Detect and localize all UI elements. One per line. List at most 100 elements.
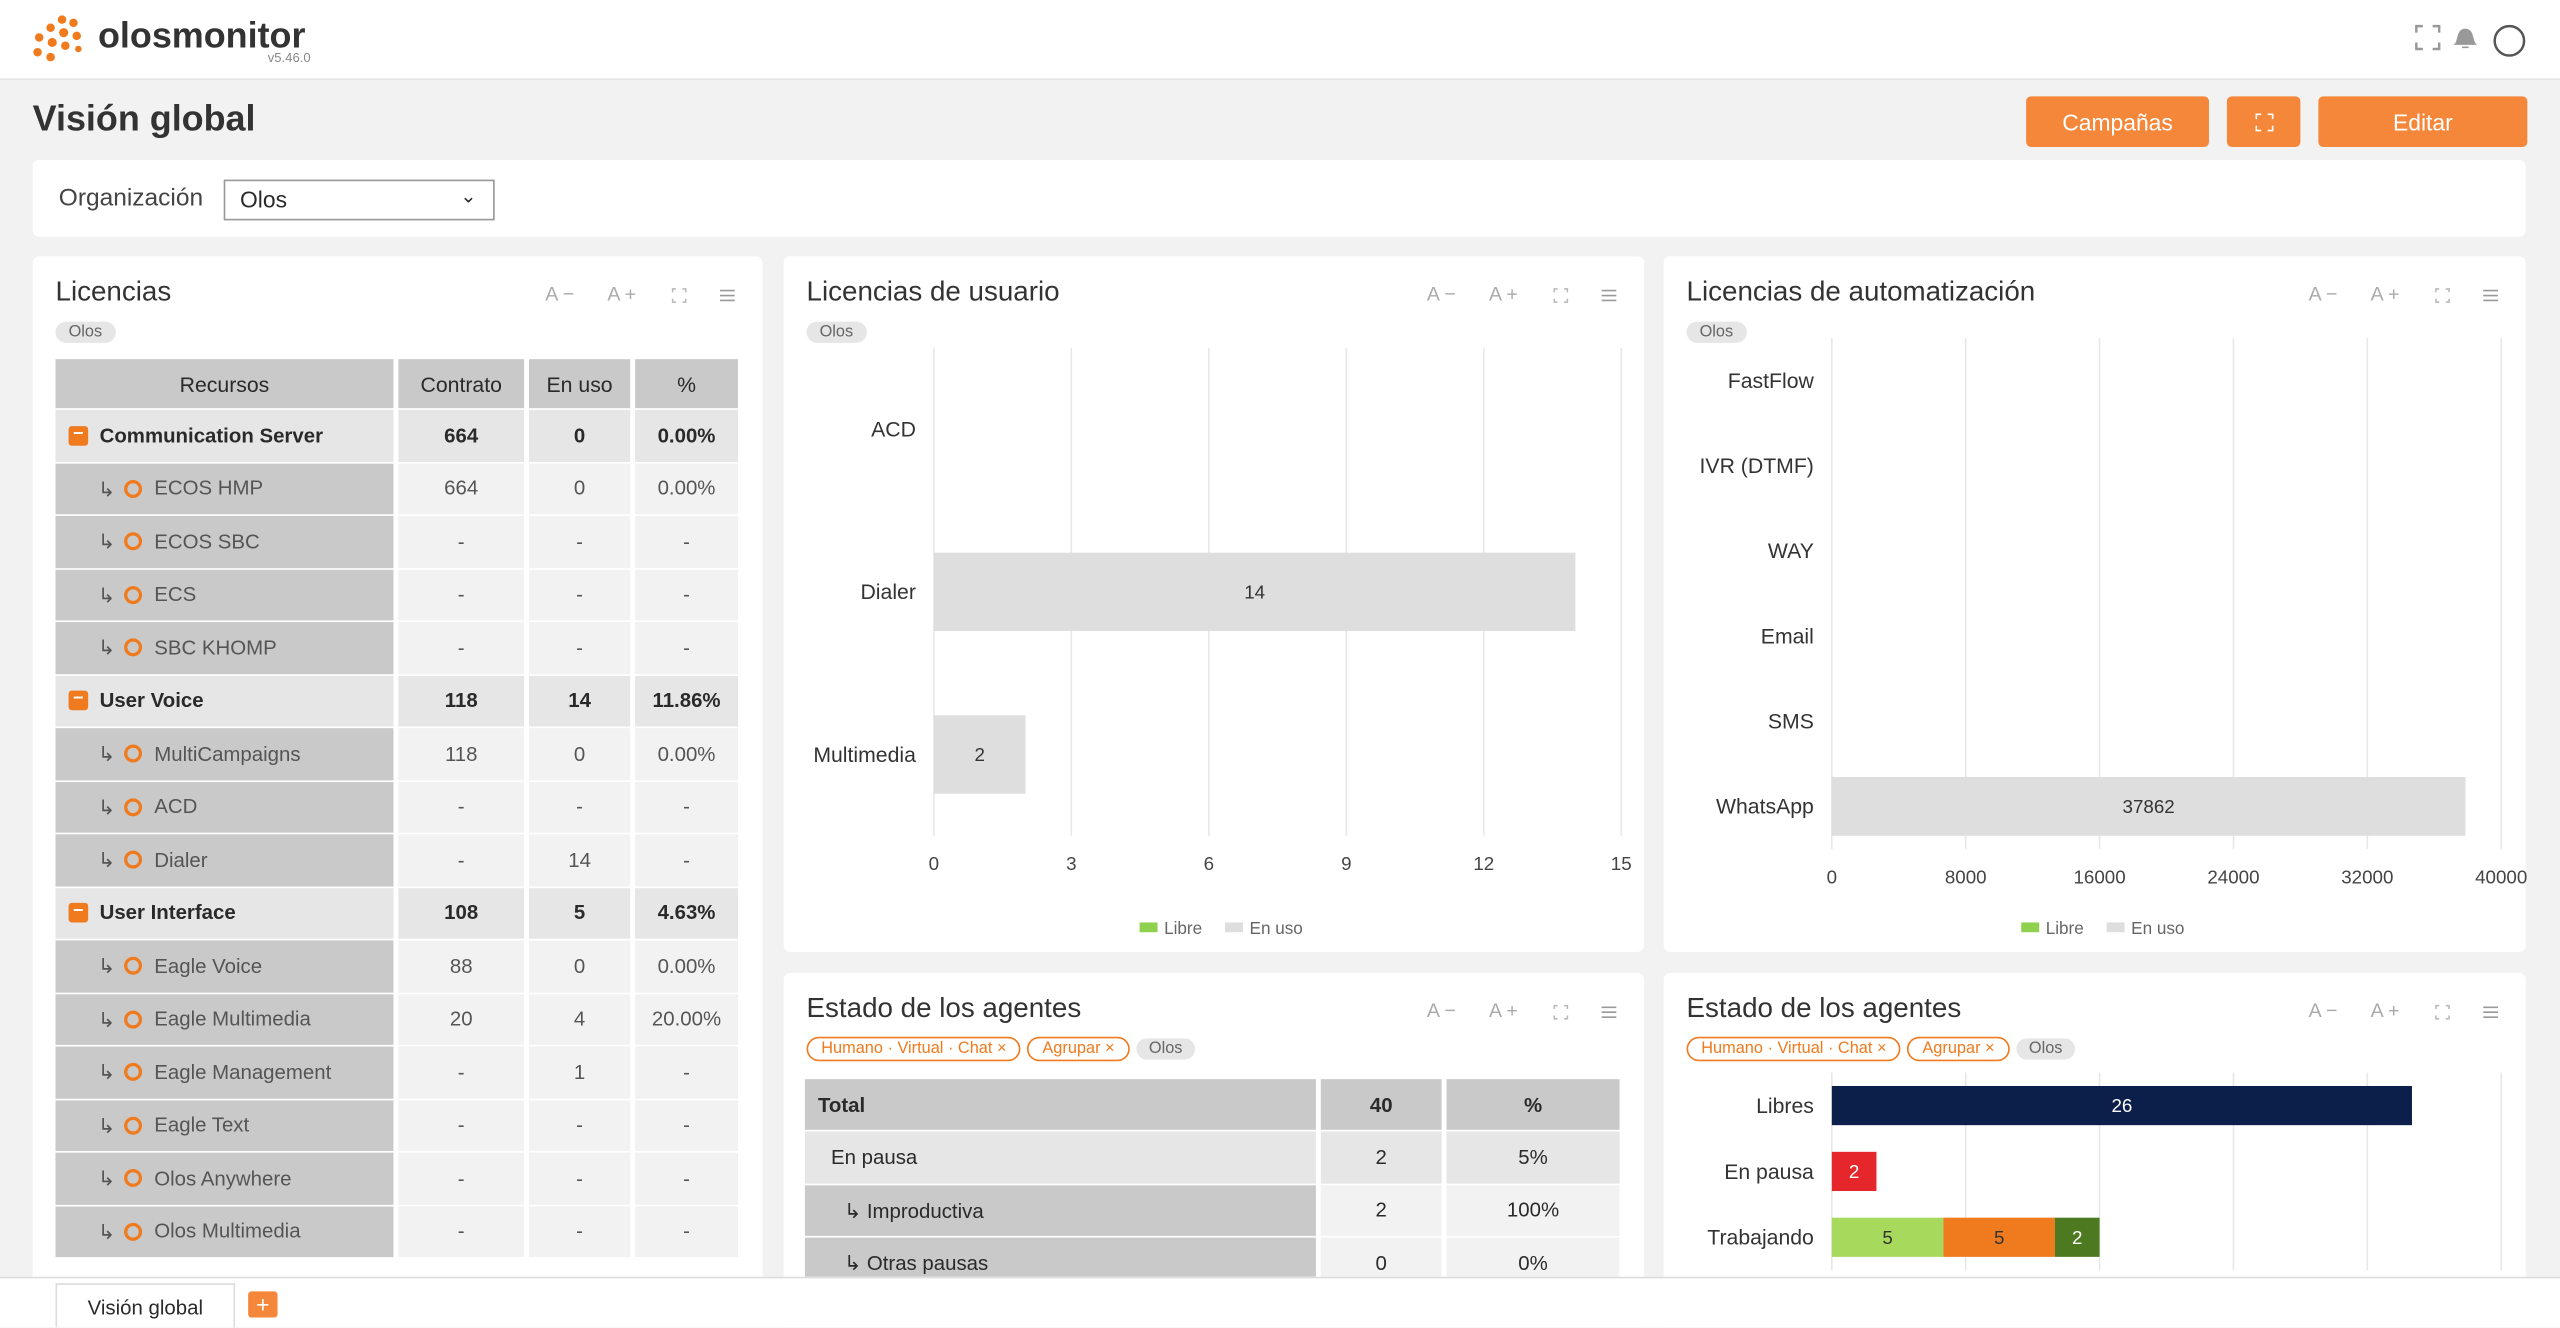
bar	[1831, 777, 2466, 836]
panel-icons[interactable]	[2434, 1002, 2503, 1025]
top-icons[interactable]	[2413, 21, 2531, 60]
column-header: Recursos	[55, 359, 394, 409]
table-cell: 14	[528, 834, 631, 886]
table-cell: -	[635, 781, 738, 833]
bar	[1943, 1217, 2055, 1257]
tag[interactable]: Agrupar ×	[1027, 1036, 1130, 1062]
panel-icons[interactable]	[1553, 1002, 1622, 1025]
data-label: 26	[2111, 1095, 2132, 1116]
bar	[2054, 1217, 2100, 1257]
row-label: Dialer	[154, 848, 208, 872]
tag[interactable]: Humano · Virtual · Chat ×	[1686, 1036, 1902, 1062]
row-label: User Voice	[99, 689, 204, 713]
charts-layer: 0 3 6 9 12 15 ACD Dialer 14 Multimedia 2 Libre En us…	[813, 337, 2527, 1271]
legend-label[interactable]: Libre	[2046, 918, 2084, 938]
font-decrease[interactable]: A −	[1426, 999, 1456, 1023]
font-decrease[interactable]: A −	[2308, 282, 2338, 306]
data-label: 14	[1244, 581, 1265, 602]
tag[interactable]: Agrupar ×	[1907, 1036, 2010, 1062]
table-cell: -	[528, 622, 631, 674]
table-cell: -	[528, 515, 631, 568]
filter-label: Organización	[58, 184, 204, 213]
legend-label[interactable]: En uso	[2131, 918, 2184, 938]
font-decrease[interactable]: A −	[545, 282, 575, 306]
table-cell: 2	[1320, 1184, 1442, 1236]
row-label: ACD	[154, 795, 198, 819]
legend-label[interactable]: Libre	[1164, 918, 1202, 938]
status-dot	[124, 1169, 143, 1188]
table-cell: 11.86%	[635, 675, 738, 727]
x-tick-label: 24000	[2207, 866, 2259, 887]
tag[interactable]: Humano · Virtual · Chat ×	[806, 1036, 1022, 1062]
table-cell: -	[635, 622, 738, 674]
version: v5.46.0	[267, 50, 311, 66]
table-cell: -	[635, 1152, 738, 1205]
org-select[interactable]: Olos ⌄	[223, 179, 495, 221]
status-dot	[124, 1063, 143, 1082]
category-label: Email	[1761, 625, 1814, 648]
row-label: Olos Multimedia	[154, 1219, 301, 1243]
panel-icons[interactable]	[2434, 286, 2503, 309]
panel-icons[interactable]	[671, 286, 740, 309]
tag: Olos	[1135, 1038, 1196, 1060]
collapse-icon[interactable]: −	[68, 690, 89, 711]
table-cell: -	[398, 622, 525, 674]
table-cell: 0	[528, 728, 631, 780]
collapse-icon[interactable]: −	[68, 425, 89, 446]
status-dot	[124, 638, 143, 657]
edit-button[interactable]: Editar	[2318, 96, 2528, 147]
table-cell: 108	[398, 887, 525, 939]
table-cell: -	[528, 781, 631, 833]
legend-label[interactable]: En uso	[1250, 918, 1303, 938]
table-cell: -	[635, 515, 738, 568]
data-label: 5	[1882, 1227, 1892, 1248]
table-cell: 4	[528, 993, 631, 1045]
font-decrease[interactable]: A −	[2308, 999, 2338, 1023]
x-tick-label: 15	[1611, 853, 1632, 874]
row-name: ↳ ACD	[55, 781, 394, 833]
category-label: SMS	[1768, 711, 1814, 734]
row-label: ECOS SBC	[154, 530, 260, 554]
panel-icons[interactable]	[1553, 286, 1622, 309]
font-decrease[interactable]: A −	[1426, 282, 1456, 306]
row-name: ↳ ECOS SBC	[55, 515, 394, 568]
campaigns-button[interactable]: Campañas	[2026, 96, 2209, 147]
child-arrow: ↳	[97, 1167, 116, 1191]
tab-bar: Visión global +	[0, 1276, 2560, 1328]
table-header: %	[1446, 1079, 1620, 1130]
tag: Olos	[2015, 1038, 2076, 1060]
tag: Olos	[55, 321, 116, 343]
font-increase[interactable]: A +	[1488, 999, 1518, 1023]
category-label: WhatsApp	[1716, 796, 1814, 819]
collapse-icon[interactable]: −	[68, 902, 89, 923]
table-cell: -	[528, 1205, 631, 1258]
table-cell: 20	[398, 993, 525, 1045]
row-label: SBC KHOMP	[154, 636, 277, 660]
font-increase[interactable]: A +	[607, 282, 637, 306]
child-arrow: ↳	[97, 477, 116, 501]
font-increase[interactable]: A +	[2370, 999, 2400, 1023]
tab[interactable]: Visión global	[55, 1283, 236, 1328]
row-name: ↳ Olos Multimedia	[55, 1205, 394, 1258]
add-tab[interactable]: +	[248, 1291, 278, 1318]
category-label: WAY	[1768, 540, 1814, 563]
table-cell: 0.00%	[635, 409, 738, 462]
x-tick-label: 12	[1473, 853, 1494, 874]
font-increase[interactable]: A +	[1488, 282, 1518, 306]
table-cell: 664	[398, 462, 525, 515]
fullscreen-button[interactable]	[2226, 96, 2301, 147]
font-increase[interactable]: A +	[2370, 282, 2400, 306]
table-cell: 100%	[1446, 1184, 1620, 1236]
row-label: Eagle Voice	[154, 954, 263, 978]
data-label: 2	[974, 744, 984, 765]
row-name: ↳ Dialer	[55, 834, 394, 886]
child-arrow: ↳	[97, 849, 116, 873]
table-cell: 5	[528, 887, 631, 939]
row-label: MultiCampaigns	[154, 742, 301, 766]
row-name: ↳ ECOS HMP	[55, 462, 394, 515]
table-cell: -	[635, 1099, 738, 1152]
data-label: 5	[1994, 1227, 2004, 1248]
table-cell: 0	[528, 940, 631, 992]
table-header: 40	[1320, 1079, 1442, 1130]
status-dot	[124, 479, 143, 498]
